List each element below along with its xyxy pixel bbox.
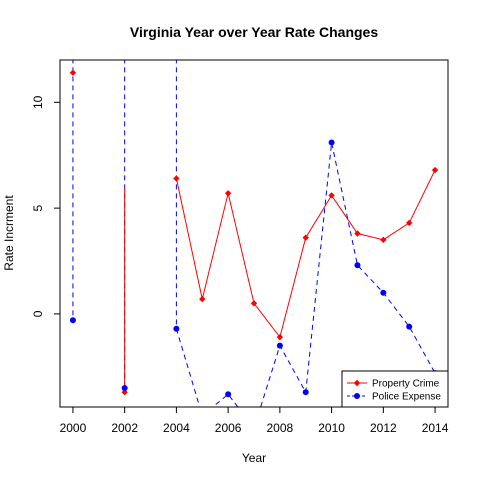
y-axis-label: Rate Incrment bbox=[2, 195, 16, 271]
data-point-police-expense bbox=[354, 262, 361, 269]
data-point-police-expense bbox=[302, 389, 309, 396]
x-tick-label: 2008 bbox=[267, 421, 294, 435]
data-point-property-crime bbox=[250, 300, 258, 307]
x-axis-label: Year bbox=[242, 451, 266, 465]
y-tick-label: 0 bbox=[31, 310, 45, 317]
data-point-police-expense bbox=[121, 384, 128, 391]
data-point-property-crime bbox=[121, 388, 128, 396]
x-tick-label: 2006 bbox=[215, 421, 242, 435]
data-point-police-expense bbox=[173, 325, 180, 332]
data-point-property-crime bbox=[69, 69, 77, 76]
y-tick-label: 10 bbox=[31, 95, 45, 109]
chart-title: Virginia Year over Year Rate Changes bbox=[130, 24, 378, 40]
data-point-property-crime bbox=[173, 175, 180, 182]
data-point-police-expense bbox=[276, 342, 283, 349]
data-point-property-crime bbox=[354, 230, 361, 237]
data-point-property-crime bbox=[276, 333, 284, 341]
x-tick-label: 2002 bbox=[111, 421, 138, 435]
legend-label: Police Expense bbox=[372, 392, 441, 403]
data-point-police-expense bbox=[406, 323, 413, 330]
data-point-property-crime bbox=[328, 192, 335, 199]
legend-box bbox=[341, 370, 449, 408]
data-point-property-crime bbox=[380, 236, 387, 244]
data-point-property-crime bbox=[199, 295, 206, 303]
data-point-police-expense bbox=[380, 289, 387, 296]
x-tick-label: 2000 bbox=[60, 421, 87, 435]
legend-marker bbox=[354, 393, 360, 399]
x-tick-label: 2010 bbox=[318, 421, 345, 435]
x-tick-label: 2012 bbox=[370, 421, 397, 435]
legend-label: Property Crime bbox=[372, 379, 440, 390]
legend: Property Crime Police Expense bbox=[341, 370, 449, 408]
data-point-property-crime bbox=[431, 166, 439, 174]
data-point-property-crime bbox=[224, 190, 232, 197]
x-tick-label: 2014 bbox=[422, 421, 449, 435]
x-tick-label: 2004 bbox=[163, 421, 190, 435]
legend-marker bbox=[353, 379, 361, 387]
data-point-police-expense bbox=[328, 139, 335, 146]
data-point-police-expense bbox=[69, 317, 76, 324]
data-point-property-crime bbox=[406, 219, 413, 227]
data-point-police-expense bbox=[225, 391, 232, 398]
y-tick-label: 5 bbox=[31, 204, 45, 211]
data-point-property-crime bbox=[302, 234, 309, 241]
